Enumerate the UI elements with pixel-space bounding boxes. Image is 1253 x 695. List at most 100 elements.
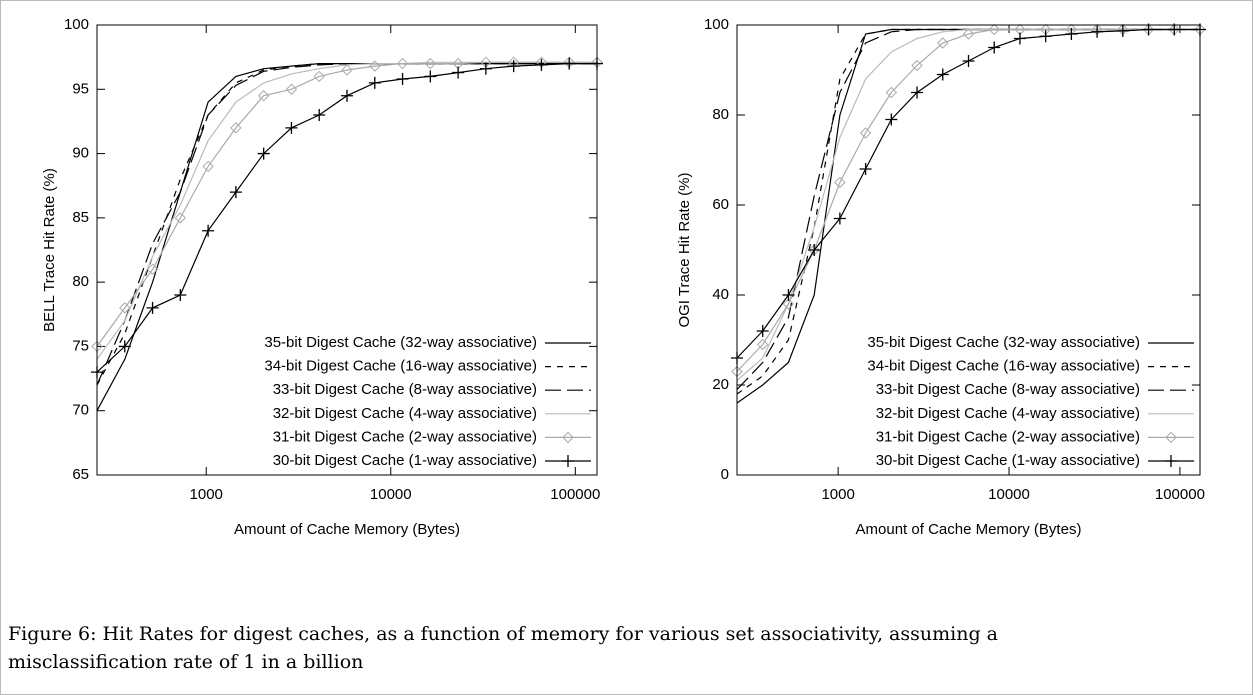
plot-frame — [736, 24, 1201, 476]
marker — [1116, 24, 1129, 37]
y-tick-label: 100 — [704, 16, 729, 33]
marker — [1065, 28, 1078, 40]
marker — [119, 302, 131, 314]
x-axis-label: Amount of Cache Memory (Bytes) — [234, 521, 460, 538]
marker — [368, 76, 381, 89]
caption-line: Figure 6: Hit Rates for digest caches, a… — [8, 623, 998, 645]
marker — [174, 212, 187, 224]
y-tick-label: 75 — [72, 337, 89, 354]
marker — [396, 57, 409, 70]
marker — [174, 289, 187, 301]
marker — [885, 113, 898, 126]
y-tick-label: 20 — [712, 376, 729, 393]
marker — [962, 28, 975, 40]
legend-label: 30-bit Digest Cache (1-way associative) — [876, 452, 1140, 469]
series-line — [736, 28, 1200, 390]
plot-frame — [96, 24, 598, 476]
marker — [118, 340, 131, 353]
marker — [146, 263, 159, 275]
marker — [859, 127, 872, 139]
y-axis-label: OGI Trace Hit Rate (%) — [676, 172, 693, 327]
y-tick-label: 80 — [72, 273, 89, 290]
y-tick-label: 60 — [712, 196, 729, 213]
series-line — [96, 63, 597, 386]
y-tick-label: 0 — [721, 466, 729, 483]
marker — [202, 160, 214, 173]
marker — [756, 325, 769, 337]
x-tick-label: 1000 — [821, 486, 854, 503]
legend-label: 31-bit Digest Cache (2-way associative) — [876, 428, 1140, 445]
marker — [396, 73, 409, 85]
marker — [229, 186, 242, 199]
marker — [1091, 25, 1104, 38]
marker — [424, 57, 437, 70]
marker — [535, 58, 548, 71]
marker — [988, 23, 1000, 36]
marker — [257, 147, 270, 160]
marker — [833, 212, 846, 225]
marker — [859, 163, 872, 175]
marker — [962, 55, 975, 67]
y-tick-label: 95 — [72, 80, 89, 97]
marker — [562, 431, 574, 444]
marker — [313, 70, 325, 83]
marker — [285, 83, 298, 95]
marker — [202, 224, 215, 237]
marker — [146, 301, 159, 314]
x-tick-label: 100000 — [550, 486, 600, 503]
marker — [285, 121, 298, 134]
y-tick-label: 90 — [72, 145, 89, 162]
marker — [1165, 455, 1177, 467]
y-axis-label: BELL Trace Hit Rate (%) — [41, 168, 58, 332]
marker — [757, 338, 769, 351]
marker — [808, 244, 821, 256]
marker — [369, 60, 381, 72]
y-tick-label: 80 — [712, 106, 729, 123]
legend-label: 32-bit Digest Cache (4-way associative) — [273, 405, 537, 422]
marker — [562, 455, 574, 467]
marker — [257, 90, 270, 102]
y-tick-label: 65 — [72, 466, 89, 483]
marker — [507, 60, 520, 73]
marker — [1039, 30, 1052, 43]
marker — [911, 59, 923, 72]
marker — [479, 62, 492, 75]
marker — [885, 86, 898, 99]
marker — [782, 298, 795, 310]
legend-label: 31-bit Digest Cache (2-way associative) — [273, 428, 537, 445]
x-axis-label: Amount of Cache Memory (Bytes) — [856, 521, 1082, 538]
marker — [1013, 32, 1026, 45]
y-tick-label: 100 — [64, 16, 89, 33]
legend-label: 34-bit Digest Cache (16-way associative) — [264, 358, 537, 375]
legend-label: 33-bit Digest Cache (8-way associative) — [273, 381, 537, 398]
legend-label: 34-bit Digest Cache (16-way associative) — [867, 358, 1140, 375]
x-tick-label: 100000 — [1155, 486, 1205, 503]
marker — [563, 57, 576, 70]
marker — [911, 86, 924, 99]
marker — [452, 66, 465, 79]
marker — [937, 37, 949, 49]
marker — [424, 70, 437, 83]
y-tick-label: 85 — [72, 209, 89, 226]
caption-line: misclassification rate of 1 in a billion — [8, 651, 363, 673]
legend-label: 32-bit Digest Cache (4-way associative) — [876, 405, 1140, 422]
marker — [834, 176, 846, 189]
marker — [230, 122, 242, 134]
legend-label: 35-bit Digest Cache (32-way associative) — [264, 334, 537, 351]
x-tick-label: 1000 — [190, 486, 223, 503]
y-tick-label: 70 — [72, 402, 89, 419]
legend-label: 30-bit Digest Cache (1-way associative) — [273, 452, 537, 469]
x-tick-label: 10000 — [370, 486, 412, 503]
x-tick-label: 10000 — [988, 486, 1030, 503]
marker — [1165, 431, 1177, 444]
marker — [936, 68, 949, 81]
y-tick-label: 40 — [712, 286, 729, 303]
legend-label: 35-bit Digest Cache (32-way associative) — [867, 334, 1140, 351]
marker — [341, 64, 353, 76]
marker — [341, 89, 354, 102]
marker — [782, 289, 795, 301]
marker — [313, 109, 326, 121]
marker — [988, 41, 1001, 54]
